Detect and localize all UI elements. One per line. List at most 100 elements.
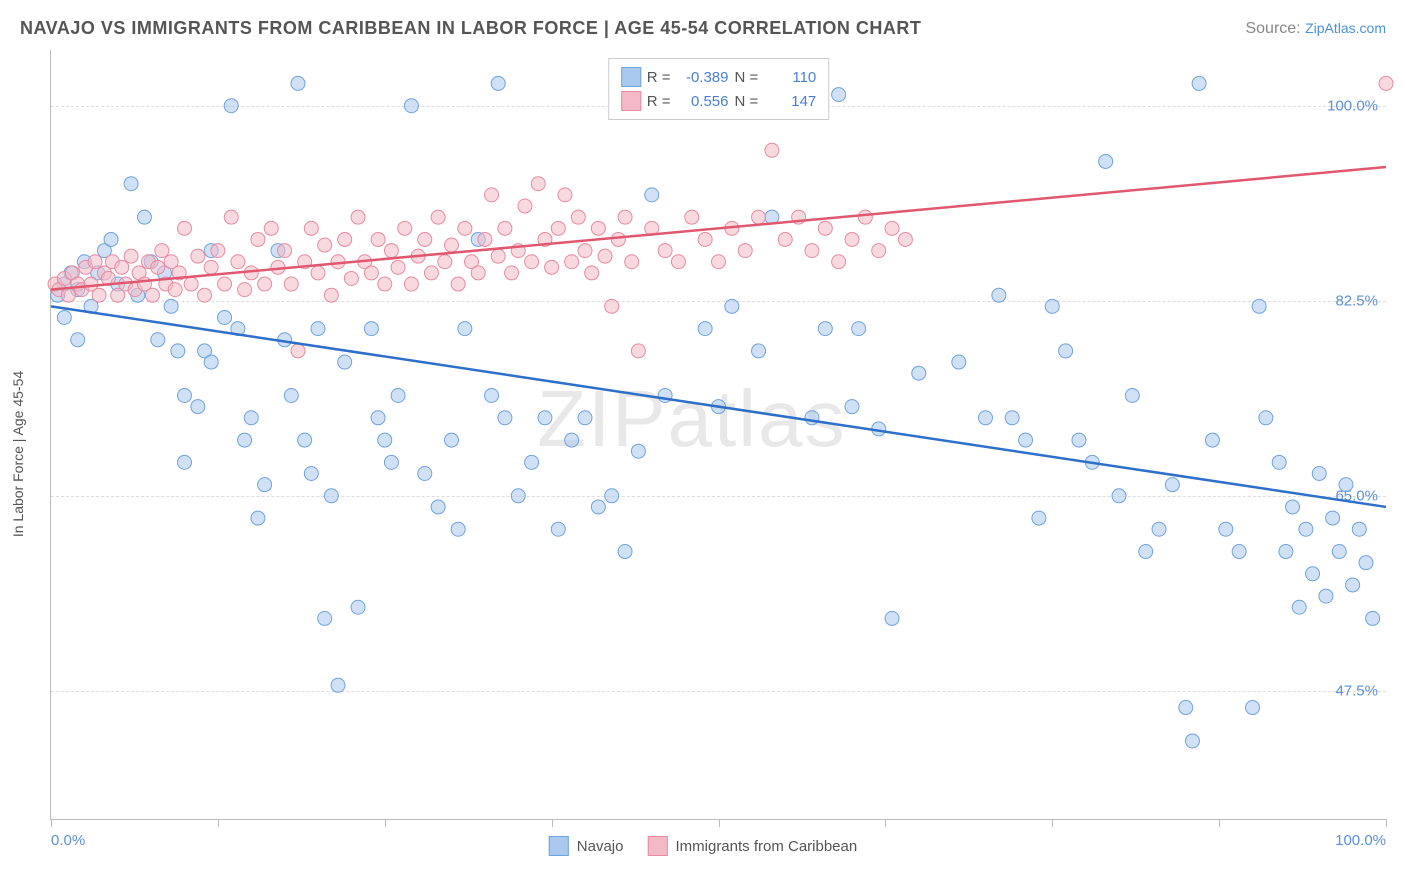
scatter-point xyxy=(712,255,726,269)
scatter-point xyxy=(1366,611,1380,625)
scatter-point xyxy=(551,221,565,235)
trend-line xyxy=(51,306,1386,507)
scatter-point xyxy=(364,266,378,280)
scatter-point xyxy=(171,344,185,358)
stats-row-navajo: R = -0.389 N = 110 xyxy=(621,65,817,89)
scatter-point xyxy=(218,277,232,291)
scatter-point xyxy=(531,177,545,191)
scatter-point xyxy=(431,500,445,514)
scatter-point xyxy=(1099,154,1113,168)
scatter-point xyxy=(57,310,71,324)
scatter-point xyxy=(338,355,352,369)
scatter-point xyxy=(1185,734,1199,748)
scatter-point xyxy=(498,221,512,235)
swatch-navajo xyxy=(621,67,641,87)
scatter-point xyxy=(251,511,265,525)
n-label: N = xyxy=(735,69,759,86)
xtick xyxy=(1052,819,1053,827)
scatter-point xyxy=(291,344,305,358)
scatter-point xyxy=(318,611,332,625)
scatter-point xyxy=(1032,511,1046,525)
scatter-point xyxy=(191,400,205,414)
scatter-point xyxy=(898,232,912,246)
scatter-point xyxy=(1299,522,1313,536)
yaxis-title: In Labor Force | Age 45-54 xyxy=(10,371,26,537)
scatter-point xyxy=(371,232,385,246)
scatter-point xyxy=(151,333,165,347)
scatter-point xyxy=(1139,545,1153,559)
scatter-point xyxy=(351,210,365,224)
chart-container: NAVAJO VS IMMIGRANTS FROM CARIBBEAN IN L… xyxy=(0,0,1406,892)
chart-title: NAVAJO VS IMMIGRANTS FROM CARIBBEAN IN L… xyxy=(20,18,921,39)
scatter-point xyxy=(578,411,592,425)
scatter-point xyxy=(251,232,265,246)
scatter-point xyxy=(818,221,832,235)
scatter-point xyxy=(698,322,712,336)
scatter-point xyxy=(211,244,225,258)
scatter-point xyxy=(124,177,138,191)
legend-item-navajo: Navajo xyxy=(549,836,624,856)
scatter-point xyxy=(291,76,305,90)
scatter-point xyxy=(565,433,579,447)
scatter-point xyxy=(318,238,332,252)
xaxis-min-label: 0.0% xyxy=(51,832,85,849)
scatter-point xyxy=(505,266,519,280)
scatter-point xyxy=(845,232,859,246)
scatter-point xyxy=(591,500,605,514)
scatter-point xyxy=(224,210,238,224)
scatter-point xyxy=(631,344,645,358)
scatter-point xyxy=(418,232,432,246)
scatter-point xyxy=(1286,500,1300,514)
scatter-point xyxy=(338,232,352,246)
scatter-point xyxy=(885,611,899,625)
xtick xyxy=(1386,819,1387,827)
scatter-point xyxy=(298,433,312,447)
r-value: 0.556 xyxy=(677,93,729,110)
scatter-point xyxy=(591,221,605,235)
xtick xyxy=(552,819,553,827)
scatter-point xyxy=(491,76,505,90)
scatter-point xyxy=(231,255,245,269)
scatter-point xyxy=(1332,545,1346,559)
plot-area: ZIPatlas 47.5%65.0%82.5%100.0% R = -0.38… xyxy=(50,50,1386,820)
scatter-point xyxy=(398,221,412,235)
scatter-point xyxy=(244,411,258,425)
scatter-point xyxy=(485,388,499,402)
scatter-point xyxy=(765,143,779,157)
scatter-point xyxy=(845,400,859,414)
scatter-point xyxy=(438,255,452,269)
scatter-point xyxy=(391,388,405,402)
swatch-caribbean xyxy=(621,91,641,111)
scatter-point xyxy=(698,232,712,246)
scatter-point xyxy=(1359,556,1373,570)
scatter-point xyxy=(424,266,438,280)
scatter-point xyxy=(1279,545,1293,559)
scatter-point xyxy=(1232,545,1246,559)
scatter-point xyxy=(525,455,539,469)
scatter-point xyxy=(178,221,192,235)
scatter-point xyxy=(631,444,645,458)
scatter-point xyxy=(805,411,819,425)
scatter-point xyxy=(104,232,118,246)
scatter-point xyxy=(1259,411,1273,425)
source-link[interactable]: ZipAtlas.com xyxy=(1305,20,1386,36)
scatter-point xyxy=(384,244,398,258)
scatter-point xyxy=(518,199,532,213)
scatter-point xyxy=(525,255,539,269)
scatter-point xyxy=(168,283,182,297)
scatter-point xyxy=(61,288,75,302)
scatter-point xyxy=(658,244,672,258)
scatter-point xyxy=(218,310,232,324)
scatter-point xyxy=(284,388,298,402)
scatter-point xyxy=(304,467,318,481)
scatter-point xyxy=(1152,522,1166,536)
scatter-point xyxy=(1019,433,1033,447)
scatter-point xyxy=(378,277,392,291)
scatter-point xyxy=(952,355,966,369)
scatter-point xyxy=(458,221,472,235)
scatter-point xyxy=(1072,433,1086,447)
scatter-point xyxy=(478,232,492,246)
scatter-point xyxy=(1319,589,1333,603)
scatter-point xyxy=(1045,299,1059,313)
scatter-point xyxy=(155,244,169,258)
